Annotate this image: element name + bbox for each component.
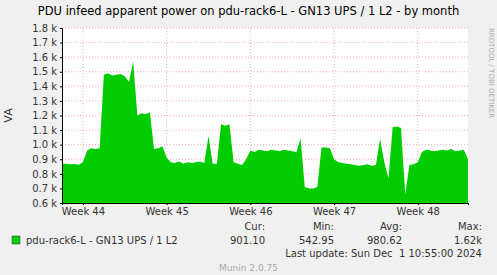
plot-area: [62, 28, 468, 203]
tick-mark: [60, 188, 62, 189]
tick-label: 0.7 k: [32, 183, 57, 194]
tick-mark: [60, 116, 62, 117]
stat-label: Min:: [313, 221, 334, 232]
tick-mark: [250, 203, 251, 205]
tick-label: 1.5 k: [32, 66, 57, 77]
tick: Week 47: [313, 203, 356, 217]
tick-mark: [60, 101, 62, 102]
tick-mark: [60, 203, 62, 204]
tick-mark: [60, 130, 62, 131]
grid: [62, 28, 468, 203]
tick-mark: [60, 43, 62, 44]
stat-value: 542.95: [299, 235, 334, 246]
marks: [62, 62, 468, 203]
tick: Week 48: [397, 203, 440, 217]
tick-label: 1.6 k: [32, 52, 57, 63]
credit: Munin 2.0.75: [219, 263, 278, 273]
grid-line: [62, 42, 468, 43]
grid-line: [62, 71, 468, 72]
tick-label: 1.0 k: [32, 139, 57, 150]
tick-mark: [334, 203, 335, 205]
stat-value: 980.62: [367, 235, 402, 246]
tick: 0.7 k: [32, 183, 62, 194]
stat-label: Cur:: [244, 221, 265, 232]
tick: 1.4 k: [32, 81, 62, 92]
footer: Last update: Sun Dec 1 10:55:00 2024: [285, 248, 482, 259]
tick: 1.8 k: [32, 23, 62, 34]
stat-value: 1.62k: [454, 235, 482, 246]
tick-label: Week 46: [229, 206, 272, 217]
tick-label: 1.8 k: [32, 23, 57, 34]
tick-mark: [60, 72, 62, 73]
tick: 0.9 k: [32, 154, 62, 165]
tick: Week 46: [229, 203, 272, 217]
tick-mark: [167, 203, 168, 205]
tick: 1.6 k: [32, 52, 62, 63]
tick-label: 1.3 k: [32, 96, 57, 107]
x-axis: Week 44 Week 45 Week 46 Week 47 Week 48: [62, 203, 469, 217]
grid-line: [62, 57, 468, 58]
tick: 0.6 k: [32, 198, 62, 209]
tick-label: 1.1 k: [32, 125, 57, 136]
stat-value: 901.10: [230, 235, 265, 246]
area: [62, 62, 468, 203]
chart: 0.6 k 0.7 k 0.8 k 0.9 k 1.0 k 1.1 k 1.2 k 1.3 k…: [0, 0, 497, 275]
axis-line: [63, 204, 469, 206]
tick-label: Week 48: [397, 206, 440, 217]
tick-mark: [60, 159, 62, 160]
legend-swatch: [12, 236, 20, 244]
tick-mark: [418, 203, 419, 205]
stat-label: Max:: [458, 221, 482, 232]
tick-label: 1.7 k: [32, 37, 57, 48]
tick-label: 1.2 k: [32, 110, 57, 121]
tick-label: 1.4 k: [32, 81, 57, 92]
tick: Week 44: [62, 203, 105, 217]
title: PDU infeed apparent power on pdu-rack6-L…: [38, 4, 459, 18]
tick: 1.7 k: [32, 37, 62, 48]
tick-label: Week 44: [62, 206, 105, 217]
tick-label: 0.6 k: [32, 198, 57, 209]
tick: 1.3 k: [32, 96, 62, 107]
tick-label: Week 45: [145, 206, 188, 217]
tick-label: 0.8 k: [32, 169, 57, 180]
tick: Week 45: [145, 203, 188, 217]
tick: 1.0 k: [32, 139, 62, 150]
tick-mark: [60, 28, 62, 29]
y-axis: 0.6 k 0.7 k 0.8 k 0.9 k 1.0 k 1.1 k 1.2 k 1.3 k…: [32, 23, 62, 209]
tick-label: Week 47: [313, 206, 356, 217]
axis-line: [60, 29, 63, 204]
tick: 1.1 k: [32, 125, 62, 136]
tick-mark: [83, 203, 84, 205]
tick-label: 0.9 k: [32, 154, 57, 165]
tick-mark: [60, 86, 62, 87]
stat-label: Avg:: [380, 221, 402, 232]
tick-mark: [60, 174, 62, 175]
legend-label: pdu-rack6-L - GN13 UPS / 1 L2: [26, 235, 178, 246]
axis-title: VA: [2, 108, 15, 123]
background: [0, 0, 497, 275]
tick: 0.8 k: [32, 169, 62, 180]
grid-line: [62, 28, 468, 29]
tick-mark: [60, 57, 62, 58]
tick: 1.5 k: [32, 66, 62, 77]
tick-mark: [60, 145, 62, 146]
tick: 1.2 k: [32, 110, 62, 121]
watermark: RRDTOOL / TOBI OETIKER: [487, 28, 495, 118]
